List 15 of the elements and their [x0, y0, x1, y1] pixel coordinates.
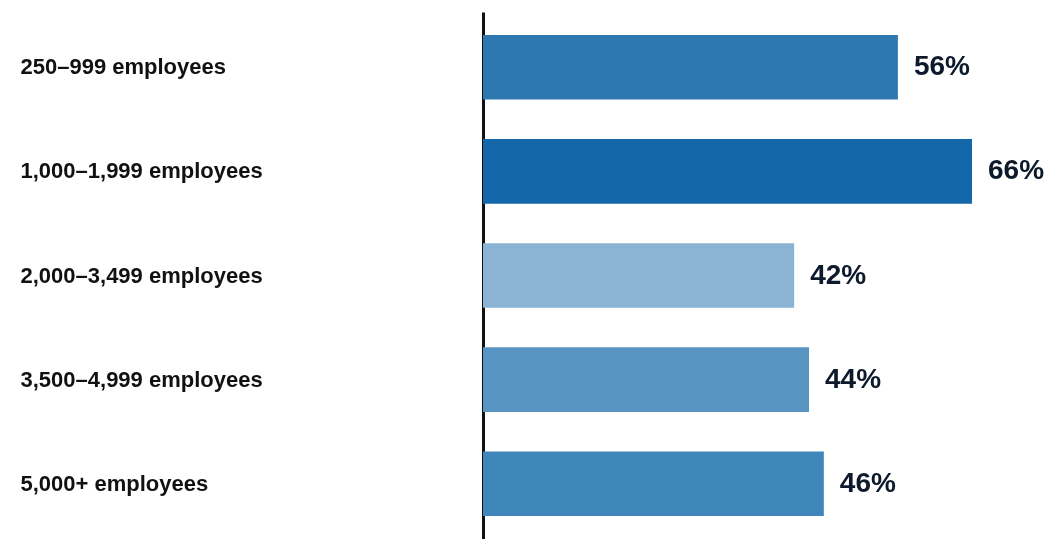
y-tick-label: 5,000+ employees: [20, 470, 209, 496]
y-tick-label: 3,500–4,999 employees: [20, 366, 263, 392]
bar: [483, 451, 824, 517]
bar: [483, 139, 972, 204]
y-tick-label: 2,000–3,499 employees: [20, 262, 263, 288]
data-label: 44%: [825, 362, 882, 394]
bar: [483, 243, 795, 308]
data-label: 66%: [988, 154, 1045, 186]
bar: [483, 347, 809, 412]
data-label: 56%: [913, 50, 971, 82]
data-label: 42%: [810, 258, 867, 290]
data-label: 46%: [839, 466, 896, 498]
y-tick-label: 250–999 employees: [20, 54, 226, 80]
bar: [483, 34, 898, 100]
y-tick-label: 1,000–1,999 employees: [20, 158, 263, 184]
